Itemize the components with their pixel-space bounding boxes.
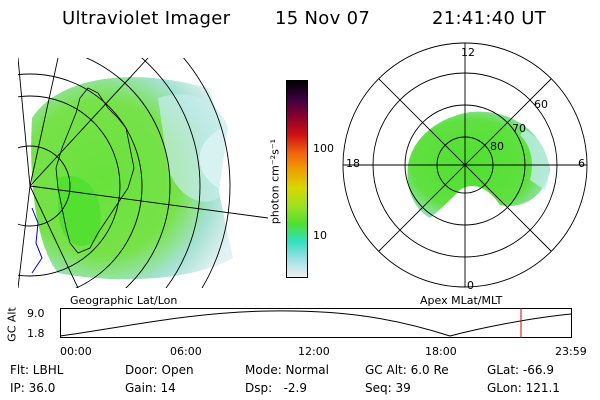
- colorbar-unit-label: photon cm⁻²s⁻¹: [268, 138, 282, 225]
- door-info: Door: Open: [125, 363, 194, 377]
- mlt-label-0: 0: [467, 279, 474, 292]
- colorbar-tick-100: 100: [313, 142, 334, 155]
- altitude-ylabel: GC Alt: [5, 307, 19, 342]
- time-label: 21:41:40 UT: [432, 8, 547, 29]
- altitude-plot: [60, 308, 572, 338]
- dsp-info: Dsp: -2.9: [245, 381, 308, 395]
- mlt-label-18: 18: [346, 157, 360, 170]
- mlt-label-12: 12: [461, 46, 475, 59]
- colorbar-tick-10: 10: [313, 229, 327, 242]
- coastline: [55, 87, 135, 254]
- lat-label-60: 60: [534, 98, 548, 111]
- flt-info: Flt: LBHL: [10, 363, 64, 377]
- xtick-0000: 00:00: [60, 345, 92, 358]
- glon-info: GLon: 121.1: [487, 381, 560, 395]
- altitude-ytick-bottom: 1.8: [27, 327, 45, 340]
- lat-label-80: 80: [490, 140, 504, 153]
- geographic-label: Geographic Lat/Lon: [70, 294, 178, 307]
- ip-info: IP: 36.0: [10, 381, 56, 395]
- seq-info: Seq: 39: [365, 381, 411, 395]
- instrument-title: Ultraviolet Imager: [62, 8, 231, 29]
- xtick-1200: 12:00: [298, 345, 330, 358]
- xtick-0600: 06:00: [170, 345, 202, 358]
- altitude-ytick-top: 9.0: [27, 307, 45, 320]
- mode-info: Mode: Normal: [245, 363, 329, 377]
- polar-map: [342, 42, 588, 288]
- apex-label: Apex MLat/MLT: [420, 294, 503, 307]
- colorbar: [286, 80, 308, 278]
- mlt-label-6: 6: [578, 157, 585, 170]
- xtick-1800: 18:00: [425, 345, 457, 358]
- lat-label-70: 70: [512, 122, 526, 135]
- geographic-map: [18, 58, 268, 288]
- gain-info: Gain: 14: [125, 381, 176, 395]
- glat-info: GLat: -66.9: [487, 363, 554, 377]
- xtick-2359: 23:59: [555, 345, 587, 358]
- date-label: 15 Nov 07: [275, 8, 371, 29]
- gcalt-info: GC Alt: 6.0 Re: [365, 363, 449, 377]
